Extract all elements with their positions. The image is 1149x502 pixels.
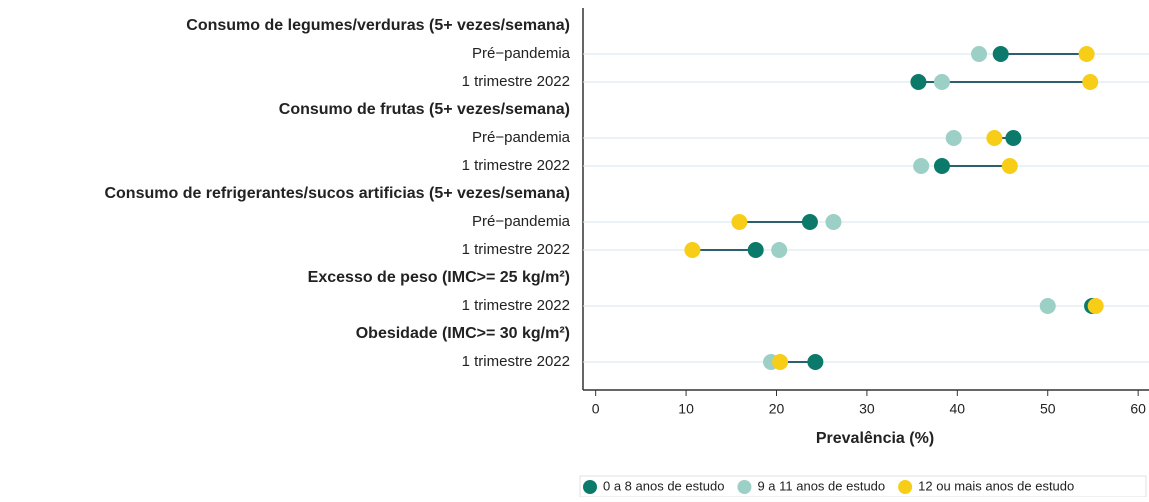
x-tick-label: 10 [678, 401, 694, 417]
row-label: 1 trimestre 2022 [462, 297, 570, 314]
legend-swatch [737, 480, 752, 494]
x-axis-label: Prevalência (%) [816, 430, 934, 447]
dot [910, 74, 927, 90]
dot [913, 158, 930, 174]
x-tick-label: 60 [1130, 401, 1146, 417]
x-tick-label: 0 [592, 401, 600, 417]
group-label: Consumo de legumes/verduras (5+ vezes/se… [186, 17, 570, 34]
group-label: Consumo de frutas (5+ vezes/semana) [279, 101, 570, 118]
dot [684, 242, 701, 258]
dot [771, 242, 788, 258]
x-tick-label: 20 [769, 401, 785, 417]
dot [772, 354, 789, 370]
dot [747, 242, 764, 258]
row-label: 1 trimestre 2022 [462, 241, 570, 258]
dot [933, 158, 950, 174]
dot [933, 74, 950, 90]
x-tick-label: 50 [1040, 401, 1056, 417]
row-label: 1 trimestre 2022 [462, 157, 570, 174]
legend-swatch [583, 480, 597, 494]
legend-label: 12 ou mais anos de estudo [918, 478, 1074, 493]
x-tick-label: 40 [950, 401, 966, 417]
row-label: Pré−pandemia [472, 213, 571, 230]
row-label: 1 trimestre 2022 [462, 353, 570, 370]
dot [807, 354, 824, 370]
dot [945, 130, 962, 146]
dot [1078, 46, 1095, 62]
legend-label: 0 a 8 anos de estudo [603, 478, 724, 493]
legend-swatch [898, 480, 913, 494]
group-label: Consumo de refrigerantes/sucos artificia… [104, 185, 570, 202]
dot [1087, 298, 1104, 314]
x-tick-label: 30 [859, 401, 875, 417]
dot [825, 214, 842, 230]
legend-label: 9 a 11 anos de estudo [757, 478, 885, 493]
dot [1039, 298, 1056, 314]
row-label: Pré−pandemia [472, 45, 571, 62]
dot [1082, 74, 1099, 90]
group-label: Obesidade (IMC>= 30 kg/m²) [356, 325, 570, 342]
dot [731, 214, 748, 230]
group-label: Excesso de peso (IMC>= 25 kg/m²) [308, 269, 570, 286]
dot [801, 214, 818, 230]
dot [992, 46, 1009, 62]
row-label: 1 trimestre 2022 [462, 73, 570, 90]
dot [1005, 130, 1022, 146]
row-label: Pré−pandemia [472, 129, 571, 146]
dot [971, 46, 988, 62]
dot [1001, 158, 1018, 174]
dot [986, 130, 1003, 146]
